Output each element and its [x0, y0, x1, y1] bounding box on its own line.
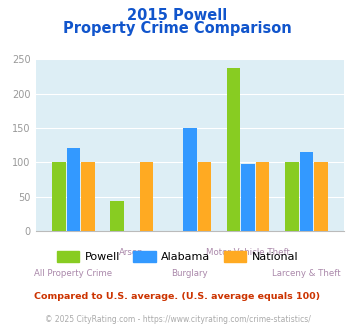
Bar — [110, 201, 124, 231]
Bar — [67, 148, 80, 231]
Bar — [227, 68, 240, 231]
Bar — [285, 162, 299, 231]
Bar — [81, 162, 95, 231]
Text: Property Crime Comparison: Property Crime Comparison — [63, 21, 292, 36]
Bar — [52, 162, 66, 231]
Bar — [256, 162, 269, 231]
Text: Compared to U.S. average. (U.S. average equals 100): Compared to U.S. average. (U.S. average … — [34, 292, 321, 301]
Bar — [241, 164, 255, 231]
Bar — [314, 162, 328, 231]
Bar — [198, 162, 211, 231]
Text: © 2025 CityRating.com - https://www.cityrating.com/crime-statistics/: © 2025 CityRating.com - https://www.city… — [45, 315, 310, 324]
Text: Motor Vehicle Theft: Motor Vehicle Theft — [206, 248, 290, 257]
Bar — [300, 152, 313, 231]
Text: Arson: Arson — [119, 248, 144, 257]
Bar — [140, 162, 153, 231]
Text: Larceny & Theft: Larceny & Theft — [272, 269, 341, 278]
Text: Burglary: Burglary — [171, 269, 208, 278]
Legend: Powell, Alabama, National: Powell, Alabama, National — [53, 247, 302, 267]
Bar — [183, 128, 197, 231]
Text: All Property Crime: All Property Crime — [34, 269, 113, 278]
Text: 2015 Powell: 2015 Powell — [127, 8, 228, 23]
